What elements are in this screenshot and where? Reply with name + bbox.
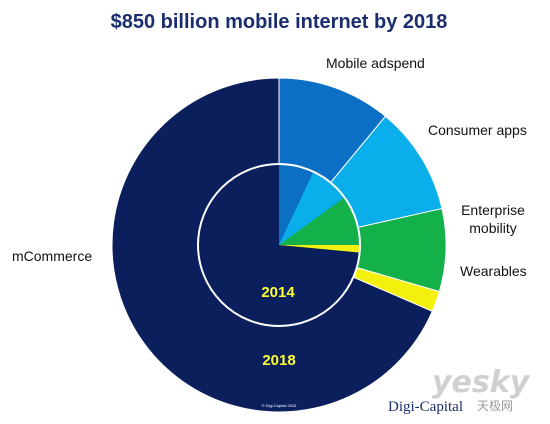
brand-logo: Digi-Capital xyxy=(388,399,463,415)
inner-ring xyxy=(197,163,361,327)
inner-slice-mobile-adspend xyxy=(279,164,314,245)
label-enterprise-line1: Enterprise xyxy=(461,202,525,218)
label-mobile-adspend: Mobile adspend xyxy=(326,55,425,71)
inner-slice-wearables xyxy=(279,245,360,253)
watermark-sub: 天极网 xyxy=(477,399,513,413)
year-label-inner: 2014 xyxy=(261,284,295,301)
inner-slice-enterprise-mobility xyxy=(279,197,360,245)
year-label-outer: 2018 xyxy=(262,352,295,369)
copyright-note: © Digi-Capital 2015 xyxy=(262,403,298,408)
watermark-logo: yesky xyxy=(432,365,531,400)
inner-ring-outline xyxy=(197,163,361,327)
label-wearables: Wearables xyxy=(460,263,527,279)
label-enterprise-line2: mobility xyxy=(469,220,516,236)
chart-title: $850 billion mobile internet by 2018 xyxy=(111,11,448,33)
inner-slice-consumer-apps xyxy=(279,171,345,245)
inner-slice-mcommerce xyxy=(197,164,360,326)
label-consumer-apps: Consumer apps xyxy=(428,122,527,138)
label-mcommerce: mCommerce xyxy=(12,248,92,264)
